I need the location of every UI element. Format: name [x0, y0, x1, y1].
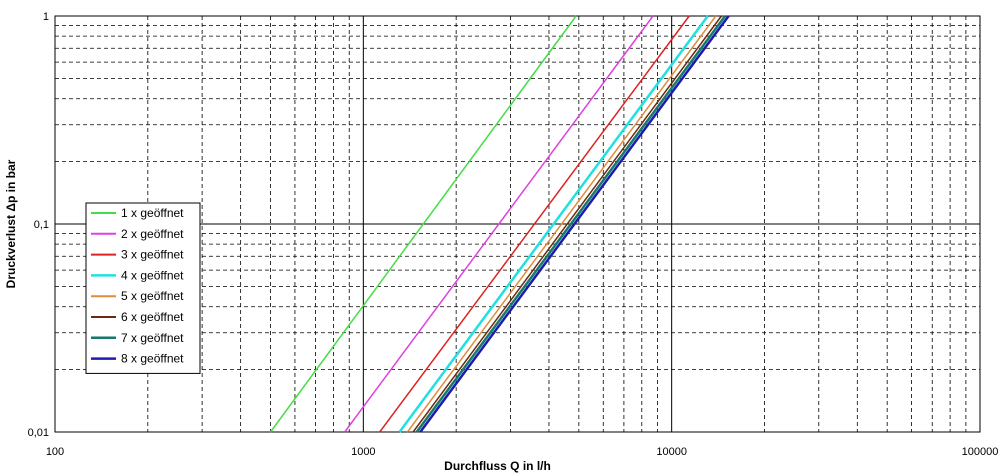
y-tick-label: 0,1	[34, 219, 49, 231]
legend-label-6: 6 x geöffnet	[121, 310, 184, 324]
legend-label-8: 8 x geöffnet	[121, 352, 184, 366]
legend-label-5: 5 x geöffnet	[121, 289, 184, 303]
series-line-4	[398, 15, 709, 433]
legend-label-7: 7 x geöffnet	[121, 331, 184, 345]
x-tick-label: 10000	[656, 446, 687, 458]
x-axis-tick-labels: 100 1000 10000 100000	[46, 446, 999, 458]
series-line-3	[379, 15, 690, 433]
plot-area-border	[54, 15, 981, 433]
series-line-2	[344, 15, 654, 433]
legend-label-1: 1 x geöffnet	[121, 206, 184, 220]
y-tick-label: 1	[43, 11, 49, 23]
legend-label-2: 2 x geöffnet	[121, 227, 184, 241]
legend-box	[85, 202, 201, 374]
series-line-8	[419, 15, 730, 433]
minor-gridlines	[55, 16, 980, 432]
x-tick-label: 100000	[962, 446, 999, 458]
series-line-5	[406, 15, 717, 433]
y-tick-label: 0,01	[28, 427, 49, 439]
series-lines	[269, 15, 730, 433]
y-axis-title: Druckverlust Δp in bar	[4, 159, 18, 288]
legend-label-3: 3 x geöffnet	[121, 248, 184, 262]
x-tick-label: 100	[46, 446, 64, 458]
x-axis-title: Durchfluss Q in l/h	[444, 459, 551, 473]
legend: 1 x geöffnet 2 x geöffnet 3 x geöffnet 4 x …	[85, 202, 201, 374]
series-line-1	[269, 15, 577, 433]
series-line-6	[412, 15, 723, 433]
legend-label-4: 4 x geöffnet	[121, 268, 184, 282]
series-line-7	[415, 15, 727, 433]
x-tick-label: 1000	[351, 446, 375, 458]
y-axis-tick-labels: 0,01 0,1 1	[28, 11, 49, 439]
